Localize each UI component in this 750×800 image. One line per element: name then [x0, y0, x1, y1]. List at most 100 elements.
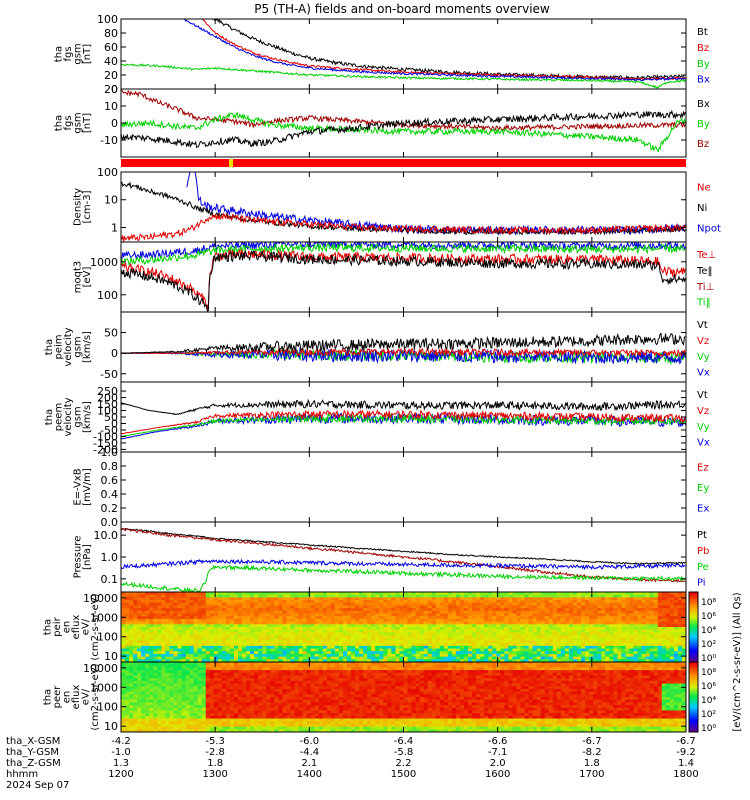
spectrogram-cell	[157, 662, 162, 666]
spectrogram-cell	[286, 597, 291, 601]
spectrogram-cell	[496, 594, 501, 598]
spectrogram-cell	[242, 635, 247, 639]
spectrogram-cell	[411, 610, 417, 615]
spectrogram-cell	[540, 643, 546, 647]
spectrogram-cell	[169, 662, 174, 666]
spectrogram-cell	[488, 618, 493, 623]
spectrogram-cell	[520, 618, 526, 623]
y-axis-label: tha	[44, 409, 55, 425]
spectrogram-cell	[221, 702, 227, 706]
y-tick-label: 1	[111, 221, 118, 234]
spectrogram-cell	[238, 629, 243, 633]
spectrogram-cell	[540, 629, 546, 633]
spectrogram-cell	[665, 651, 671, 655]
spectrogram-cell	[484, 613, 489, 617]
spectrogram-cell	[419, 656, 425, 660]
spectrogram-cell	[681, 648, 686, 652]
spectrogram-cell	[391, 659, 396, 662]
spectrogram-cell	[153, 629, 158, 633]
spectrogram-cell	[242, 729, 247, 732]
spectrogram-cell	[540, 635, 546, 639]
spectrogram-cell	[351, 624, 356, 628]
spectrogram-cell	[617, 602, 622, 606]
spectrogram-cell	[209, 594, 215, 598]
spectrogram-cell	[141, 651, 146, 655]
spectrogram-cell	[193, 651, 199, 655]
spectrogram-cell	[238, 678, 243, 682]
spectrogram-cell	[355, 659, 360, 662]
spectrogram-cell	[234, 597, 239, 601]
spectrogram-cell	[653, 616, 659, 620]
spectrogram-cell	[221, 680, 227, 685]
spectrogram-cell	[403, 640, 409, 644]
spectrogram-cell	[484, 616, 489, 620]
spectrogram-cell	[593, 648, 598, 652]
spectrogram-cell	[326, 613, 332, 617]
spectrogram-cell	[564, 610, 570, 615]
spectrogram-cell	[213, 597, 219, 601]
spectrogram-cell	[229, 653, 235, 658]
spectrogram-cell	[476, 602, 481, 606]
spectrogram-cell	[310, 629, 316, 633]
spectrogram-cell	[326, 651, 332, 655]
spectrogram-cell	[294, 600, 300, 604]
spectrogram-cell	[629, 653, 635, 658]
spectrogram-cell	[399, 624, 404, 628]
spectrogram-cell	[556, 643, 562, 647]
spectrogram-cell	[504, 621, 509, 625]
spectrogram-cell	[294, 618, 300, 623]
spectrogram-cell	[129, 686, 134, 690]
spectrogram-cell	[532, 613, 538, 617]
spectrogram-cell	[585, 597, 590, 601]
spectrogram-cell	[181, 710, 187, 714]
spectrogram-cell	[217, 662, 223, 666]
spectrogram-cell	[423, 629, 429, 633]
spectrogram-cell	[480, 605, 485, 609]
spectrogram-cell	[609, 605, 614, 609]
spectrogram-cell	[363, 635, 368, 639]
spectrogram-cell	[492, 643, 497, 647]
spectrogram-cell	[609, 643, 614, 647]
spectrogram-cell	[464, 629, 469, 633]
spectrogram-cell	[427, 618, 433, 623]
spectrogram-cell	[681, 621, 686, 625]
spectrogram-cell	[544, 602, 550, 606]
spectrogram-cell	[581, 597, 586, 601]
spectrogram-cell	[552, 605, 558, 609]
spectrogram-cell	[508, 592, 513, 596]
spectrogram-cell	[371, 610, 376, 615]
spectrogram-cell	[508, 616, 513, 620]
spectrogram-cell	[125, 605, 130, 609]
spectrogram-cell	[552, 651, 558, 655]
spectrogram-cell	[125, 697, 130, 701]
spectrogram-cell	[209, 670, 215, 674]
spectrogram-cell	[270, 594, 275, 598]
spectrogram-cell	[221, 613, 227, 617]
spectrogram-cell	[496, 602, 501, 606]
spectrogram-cell	[560, 600, 566, 604]
spectrogram-cell	[367, 645, 372, 650]
spectrogram-cell	[306, 613, 312, 617]
spectrogram-cell	[238, 648, 243, 652]
spectrogram-cell	[665, 610, 671, 615]
spectrogram-cell	[629, 592, 635, 596]
spectrogram-cell	[173, 643, 178, 647]
spectrogram-cell	[298, 616, 304, 620]
spectrogram-cell	[532, 610, 538, 615]
spectrogram-cell	[189, 645, 195, 650]
spectrogram-cell	[552, 608, 558, 612]
spectrogram-cell	[185, 707, 191, 711]
spectrogram-cell	[367, 643, 372, 647]
spectrogram-cell	[153, 672, 158, 676]
spectrogram-cell	[225, 667, 231, 671]
spectrogram-cell	[597, 610, 602, 615]
spectrogram-cell	[568, 656, 574, 660]
spectrogram-cell	[363, 645, 368, 650]
spectrogram-cell	[536, 643, 542, 647]
spectrogram-cell	[528, 643, 534, 647]
spectrogram-cell	[133, 715, 138, 720]
spectrogram-cell	[298, 594, 304, 598]
spectrogram-cell	[504, 618, 509, 623]
spectrogram-cell	[605, 602, 610, 606]
spectrogram-cell	[581, 621, 586, 625]
